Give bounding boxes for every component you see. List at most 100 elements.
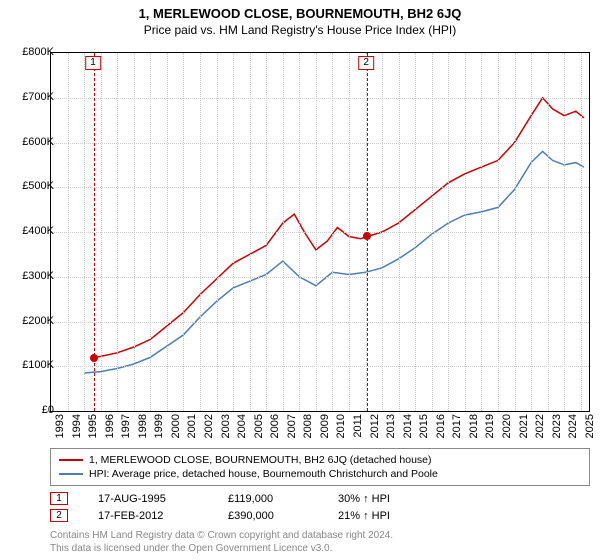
footer: Contains HM Land Registry data © Crown c… <box>50 530 393 555</box>
gridline-h <box>51 277 589 278</box>
event-delta: 21% ↑ HPI <box>338 510 390 522</box>
xtick-label: 2008 <box>302 414 314 438</box>
event-badge: 1 <box>50 492 68 505</box>
ytick-label: £300K <box>4 270 54 282</box>
ytick-label: £800K <box>4 46 54 58</box>
xtick-label: 2023 <box>551 414 563 438</box>
ytick-label: £100K <box>4 359 54 371</box>
gridline-h <box>51 322 589 323</box>
legend: 1, MERLEWOOD CLOSE, BOURNEMOUTH, BH2 6JQ… <box>50 448 590 486</box>
xtick-label: 2006 <box>269 414 281 438</box>
xtick-label: 2014 <box>402 414 414 438</box>
xtick-label: 1998 <box>137 414 149 438</box>
ytick-label: £0 <box>4 404 54 416</box>
gridline-v <box>432 53 433 411</box>
xtick-label: 2017 <box>451 414 463 438</box>
xtick-label: 2024 <box>567 414 579 438</box>
xtick-label: 2018 <box>468 414 480 438</box>
xtick-label: 2011 <box>352 414 364 438</box>
gridline-h <box>51 187 589 188</box>
xtick-label: 2019 <box>484 414 496 438</box>
gridline-v <box>117 53 118 411</box>
xtick-label: 2005 <box>253 414 265 438</box>
xtick-label: 2013 <box>385 414 397 438</box>
page-title: 1, MERLEWOOD CLOSE, BOURNEMOUTH, BH2 6JQ <box>0 0 600 21</box>
gridline-h <box>51 232 589 233</box>
gridline-h <box>51 366 589 367</box>
gridline-v <box>200 53 201 411</box>
xtick-label: 2012 <box>369 414 381 438</box>
xtick-label: 2001 <box>186 414 198 438</box>
gridline-v <box>217 53 218 411</box>
chart-container: 1, MERLEWOOD CLOSE, BOURNEMOUTH, BH2 6JQ… <box>0 0 600 560</box>
gridline-v <box>581 53 582 411</box>
legend-item: 1, MERLEWOOD CLOSE, BOURNEMOUTH, BH2 6JQ… <box>59 453 581 467</box>
xtick-label: 1999 <box>153 414 165 438</box>
gridline-v <box>399 53 400 411</box>
event-row: 1 17-AUG-1995 £119,000 30% ↑ HPI <box>50 490 390 507</box>
ytick-label: £400K <box>4 225 54 237</box>
gridline-v <box>382 53 383 411</box>
legend-label: 1, MERLEWOOD CLOSE, BOURNEMOUTH, BH2 6JQ… <box>89 454 432 466</box>
ytick-label: £700K <box>4 91 54 103</box>
gridline-v <box>481 53 482 411</box>
gridline-v <box>299 53 300 411</box>
gridline-h <box>51 98 589 99</box>
gridline-v <box>84 53 85 411</box>
gridline-v <box>167 53 168 411</box>
event-price: £390,000 <box>228 510 308 522</box>
xtick-label: 1995 <box>87 414 99 438</box>
ytick-label: £200K <box>4 315 54 327</box>
xtick-label: 2009 <box>319 414 331 438</box>
gridline-v <box>515 53 516 411</box>
events-list: 117-AUG-1995£119,00030% ↑ HPI217-FEB-201… <box>50 490 390 524</box>
xtick-label: 2025 <box>584 414 596 438</box>
event-marker: 2 <box>358 56 374 70</box>
gridline-v <box>266 53 267 411</box>
xtick-label: 2002 <box>203 414 215 438</box>
event-date: 17-AUG-1995 <box>98 493 198 505</box>
gridline-v <box>233 53 234 411</box>
event-delta: 30% ↑ HPI <box>338 493 390 505</box>
gridline-v <box>68 53 69 411</box>
gridline-v <box>415 53 416 411</box>
event-date: 17-FEB-2012 <box>98 510 198 522</box>
event-point <box>90 354 98 362</box>
page-subtitle: Price paid vs. HM Land Registry's House … <box>0 21 600 41</box>
legend-item: HPI: Average price, detached house, Bour… <box>59 467 581 481</box>
footer-line-2: This data is licensed under the Open Gov… <box>50 543 393 556</box>
gridline-v <box>465 53 466 411</box>
gridline-v <box>183 53 184 411</box>
xtick-label: 2004 <box>236 414 248 438</box>
gridline-v <box>498 53 499 411</box>
legend-swatch <box>59 459 83 461</box>
xtick-label: 1997 <box>120 414 132 438</box>
ytick-label: £600K <box>4 136 54 148</box>
xtick-label: 2000 <box>170 414 182 438</box>
gridline-v <box>134 53 135 411</box>
xtick-label: 2007 <box>286 414 298 438</box>
xtick-label: 2021 <box>518 414 530 438</box>
event-marker: 1 <box>85 56 101 70</box>
gridline-v <box>316 53 317 411</box>
gridline-v <box>548 53 549 411</box>
xtick-label: 1996 <box>104 414 116 438</box>
event-point <box>363 232 371 240</box>
event-price: £119,000 <box>228 493 308 505</box>
gridline-v <box>101 53 102 411</box>
ytick-label: £500K <box>4 180 54 192</box>
gridline-v <box>283 53 284 411</box>
gridline-v <box>448 53 449 411</box>
legend-swatch <box>59 473 83 475</box>
gridline-v <box>531 53 532 411</box>
xtick-label: 1993 <box>54 414 66 438</box>
gridline-h <box>51 143 589 144</box>
gridline-v <box>564 53 565 411</box>
xtick-label: 2003 <box>220 414 232 438</box>
event-row: 217-FEB-2012£390,00021% ↑ HPI <box>50 507 390 524</box>
plot-area <box>50 52 590 412</box>
footer-line-1: Contains HM Land Registry data © Crown c… <box>50 530 393 543</box>
xtick-label: 2020 <box>501 414 513 438</box>
gridline-v <box>150 53 151 411</box>
xtick-label: 2022 <box>534 414 546 438</box>
